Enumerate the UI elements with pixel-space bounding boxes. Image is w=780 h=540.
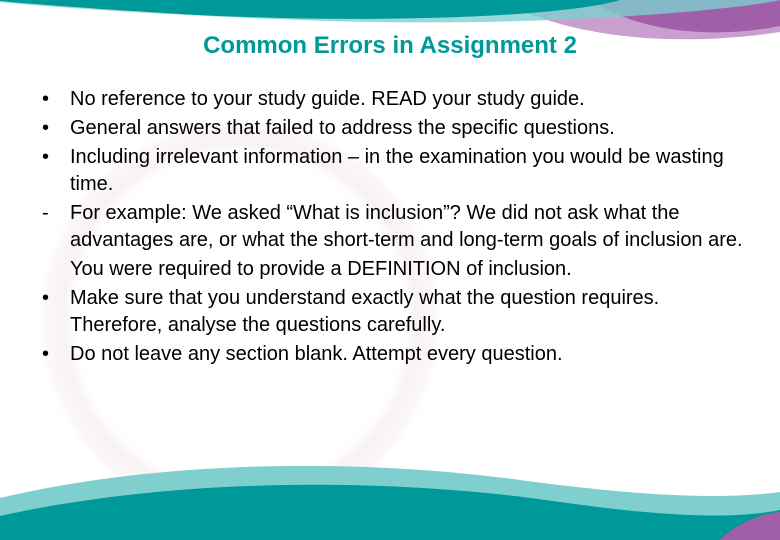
dash-marker: - xyxy=(42,200,49,227)
list-item: • No reference to your study guide. READ… xyxy=(36,86,744,113)
bullet-marker: • xyxy=(42,115,49,142)
list-item: • Do not leave any section blank. Attemp… xyxy=(36,341,744,368)
list-item: • Including irrelevant information – in … xyxy=(36,144,744,198)
bullet-marker: • xyxy=(42,341,49,368)
list-item: • General answers that failed to address… xyxy=(36,115,744,142)
bullet-list: • No reference to your study guide. READ… xyxy=(36,86,744,370)
bottom-decor xyxy=(0,440,780,540)
bullet-marker: • xyxy=(42,285,49,312)
bullet-marker: • xyxy=(42,86,49,113)
list-item-text: For example: We asked “What is inclusion… xyxy=(70,202,743,251)
slide: Common Errors in Assignment 2 • No refer… xyxy=(0,0,780,540)
list-item-text: General answers that failed to address t… xyxy=(70,117,615,139)
slide-title: Common Errors in Assignment 2 xyxy=(0,32,780,60)
list-item-text: Including irrelevant information – in th… xyxy=(70,146,724,195)
list-item-text: Do not leave any section blank. Attempt … xyxy=(70,343,563,365)
list-item-continuation: You were required to provide a DEFINITIO… xyxy=(36,256,744,283)
list-item-text: You were required to provide a DEFINITIO… xyxy=(70,258,572,280)
list-item-text: Make sure that you understand exactly wh… xyxy=(70,287,659,336)
bullet-marker: • xyxy=(42,144,49,171)
list-item: • Make sure that you understand exactly … xyxy=(36,285,744,339)
list-item: - For example: We asked “What is inclusi… xyxy=(36,200,744,254)
list-item-text: No reference to your study guide. READ y… xyxy=(70,88,585,110)
